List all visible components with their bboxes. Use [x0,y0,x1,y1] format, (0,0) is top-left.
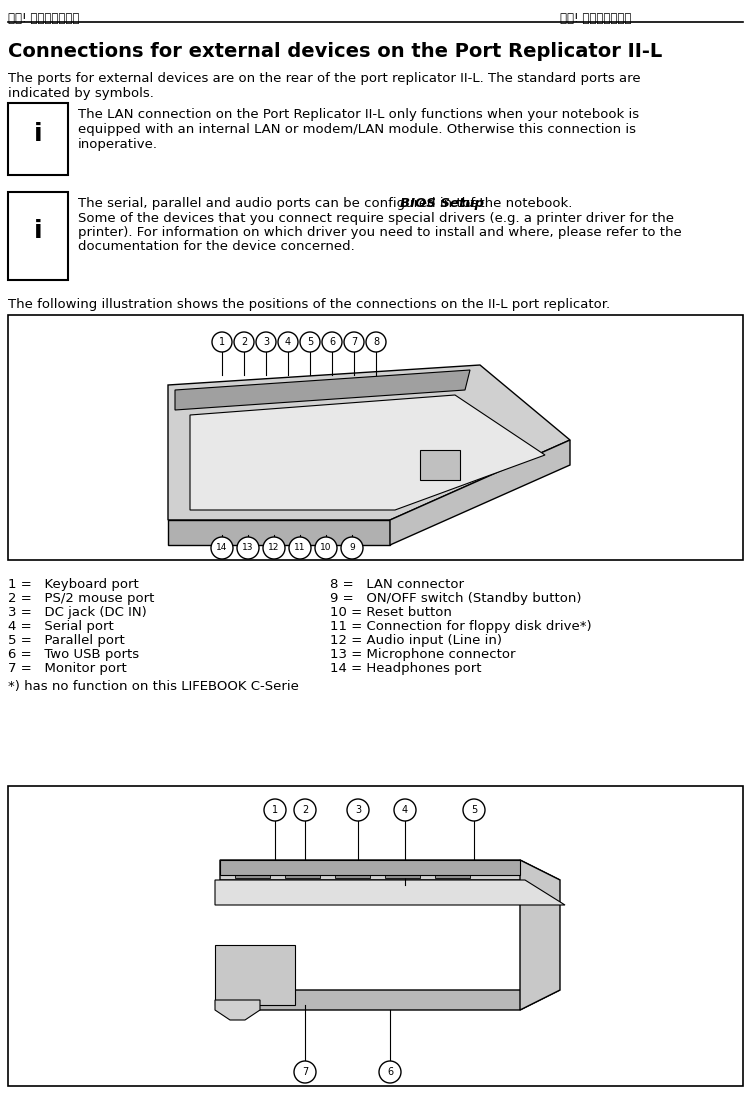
Circle shape [294,1061,316,1083]
Polygon shape [390,440,570,545]
Text: 9 =   ON/OFF switch (Standby button): 9 = ON/OFF switch (Standby button) [330,592,581,605]
Circle shape [322,332,342,352]
Circle shape [237,538,259,559]
Bar [285,866,320,878]
Circle shape [212,332,232,352]
Text: 14: 14 [216,543,228,553]
Circle shape [394,799,416,821]
Text: 8: 8 [373,337,379,347]
Circle shape [289,538,311,559]
Bar [420,450,460,480]
Text: Connections for external devices on the Port Replicator II-L: Connections for external devices on the … [8,42,662,61]
Polygon shape [175,371,470,410]
Text: 4: 4 [402,805,408,815]
Circle shape [294,799,316,821]
Text: 4: 4 [285,337,291,347]
Circle shape [379,1061,401,1083]
Circle shape [341,538,363,559]
Circle shape [347,799,369,821]
Text: 13 = Microphone connector: 13 = Microphone connector [330,648,515,661]
Bar [335,866,370,878]
Text: 3: 3 [263,337,269,347]
Text: 錯誤! 尚未定義樣式。: 錯誤! 尚未定義樣式。 [560,12,632,25]
Text: The following illustration shows the positions of the connections on the II-L po: The following illustration shows the pos… [8,298,610,311]
Text: 6 =   Two USB ports: 6 = Two USB ports [8,648,139,661]
Text: 3: 3 [355,805,361,815]
Text: 6: 6 [329,337,335,347]
Circle shape [366,332,386,352]
Circle shape [278,332,298,352]
Text: of the notebook.: of the notebook. [458,197,573,210]
Text: *) has no function on this LIFEBOOK C-Serie: *) has no function on this LIFEBOOK C-Se… [8,680,299,693]
Text: The LAN connection on the Port Replicator II-L only functions when your notebook: The LAN connection on the Port Replicato… [78,108,639,152]
Text: i: i [34,122,42,146]
Text: 9: 9 [349,543,355,553]
Text: 7: 7 [302,1067,308,1077]
Text: 5: 5 [307,337,313,347]
Text: Some of the devices that you connect require special drivers (e.g. a printer dri: Some of the devices that you connect req… [78,212,674,225]
Text: 12 = Audio input (Line in): 12 = Audio input (Line in) [330,634,502,647]
Polygon shape [215,1000,260,1020]
Bar [8,786,743,1086]
Text: printer). For information on which driver you need to install and where, please : printer). For information on which drive… [78,226,682,239]
Circle shape [463,799,485,821]
Text: 12: 12 [268,543,279,553]
Text: 14 = Headphones port: 14 = Headphones port [330,662,481,675]
Text: 6: 6 [387,1067,393,1077]
Text: 1 =   Keyboard port: 1 = Keyboard port [8,578,139,591]
Text: 13: 13 [243,543,254,553]
Text: 10 = Reset button: 10 = Reset button [330,606,452,619]
Polygon shape [220,860,520,875]
Text: 2 =   PS/2 mouse port: 2 = PS/2 mouse port [8,592,155,605]
Text: The ports for external devices are on the rear of the port replicator II-L. The : The ports for external devices are on th… [8,72,641,100]
Circle shape [234,332,254,352]
Circle shape [211,538,233,559]
Polygon shape [220,860,560,880]
Circle shape [263,538,285,559]
Bar [235,866,270,878]
Bar [8,192,68,280]
Polygon shape [220,990,560,1010]
Text: 11 = Connection for floppy disk drive*): 11 = Connection for floppy disk drive*) [330,620,592,633]
Text: The serial, parallel and audio ports can be configured in the: The serial, parallel and audio ports can… [78,197,483,210]
Text: 2: 2 [302,805,308,815]
Text: 2: 2 [241,337,247,347]
Text: 7 =   Monitor port: 7 = Monitor port [8,662,127,675]
Text: 3 =   DC jack (DC IN): 3 = DC jack (DC IN) [8,606,146,619]
Text: 10: 10 [320,543,332,553]
Circle shape [256,332,276,352]
Text: 1: 1 [272,805,278,815]
Polygon shape [520,860,560,1010]
Text: 11: 11 [294,543,306,553]
Polygon shape [168,365,570,520]
Bar [8,315,743,560]
Text: 7: 7 [351,337,357,347]
Circle shape [264,799,286,821]
Circle shape [344,332,364,352]
Text: 8 =   LAN connector: 8 = LAN connector [330,578,464,591]
Circle shape [300,332,320,352]
Text: 1: 1 [219,337,225,347]
Text: 5: 5 [471,805,477,815]
Text: 錯誤! 尚未定義樣式。: 錯誤! 尚未定義樣式。 [8,12,80,25]
Circle shape [315,538,337,559]
Bar [215,945,295,1005]
Bar [435,866,470,878]
Text: i: i [34,219,42,243]
Text: 4 =   Serial port: 4 = Serial port [8,620,113,633]
Text: 5 =   Parallel port: 5 = Parallel port [8,634,125,647]
Text: BIOS Setup: BIOS Setup [400,197,484,210]
Polygon shape [190,395,545,510]
Polygon shape [168,520,390,545]
Polygon shape [215,880,565,905]
Bar [8,103,68,175]
Text: documentation for the device concerned.: documentation for the device concerned. [78,240,354,253]
Bar [385,866,420,878]
